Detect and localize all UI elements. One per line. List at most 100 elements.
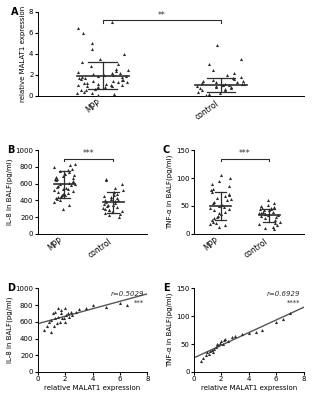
Point	[56, 314, 61, 320]
Point	[216, 178, 221, 184]
Point	[70, 174, 75, 181]
Point	[259, 210, 264, 216]
Point	[42, 327, 47, 333]
Point	[96, 81, 101, 88]
Point	[81, 80, 86, 86]
Point	[53, 308, 58, 315]
Point	[210, 200, 215, 206]
Point	[113, 198, 118, 204]
Point	[224, 197, 229, 204]
Point	[121, 51, 126, 57]
Y-axis label: IL-8 in BALF(pg/ml): IL-8 in BALF(pg/ml)	[6, 159, 13, 225]
Point	[56, 305, 61, 312]
Point	[52, 323, 57, 329]
Point	[215, 214, 220, 220]
Point	[83, 75, 88, 81]
Point	[262, 210, 267, 217]
Point	[85, 80, 90, 86]
Point	[214, 220, 219, 226]
Point	[54, 320, 59, 327]
Point	[267, 207, 272, 213]
Point	[75, 68, 80, 75]
Point	[120, 208, 125, 214]
Point	[51, 199, 56, 205]
Y-axis label: relative MALAT1 expression: relative MALAT1 expression	[20, 6, 26, 102]
Point	[227, 82, 232, 88]
Point	[241, 81, 246, 88]
Point	[220, 82, 225, 88]
Point	[120, 77, 125, 83]
Point	[121, 77, 126, 83]
Point	[105, 203, 110, 210]
Point	[113, 65, 118, 72]
Point	[266, 212, 271, 219]
Point	[70, 188, 75, 194]
Point	[76, 75, 81, 81]
Point	[219, 172, 224, 178]
Point	[60, 192, 65, 198]
Point	[222, 87, 227, 94]
Point	[212, 199, 217, 205]
Point	[76, 306, 81, 312]
Point	[217, 340, 222, 346]
Point	[90, 302, 95, 308]
Text: r=0.6929: r=0.6929	[267, 291, 300, 297]
Point	[216, 203, 221, 209]
Point	[216, 224, 221, 230]
Point	[221, 336, 226, 343]
Point	[234, 79, 239, 85]
Point	[110, 201, 115, 208]
Point	[210, 66, 215, 73]
Point	[96, 73, 101, 79]
Point	[109, 196, 114, 202]
Point	[79, 74, 84, 80]
Point	[203, 92, 208, 98]
Point	[46, 318, 51, 325]
Point	[109, 194, 114, 200]
Point	[206, 351, 211, 357]
Point	[53, 177, 58, 184]
Point	[70, 179, 75, 185]
Point	[257, 210, 262, 216]
Point	[272, 217, 277, 223]
Point	[223, 86, 228, 93]
Point	[89, 40, 94, 46]
Point	[101, 193, 106, 199]
Point	[211, 215, 216, 222]
Point	[115, 195, 120, 201]
Text: **: **	[158, 10, 166, 20]
Point	[269, 204, 274, 211]
Point	[230, 75, 235, 81]
Point	[55, 194, 60, 200]
Point	[53, 174, 58, 180]
Point	[85, 83, 90, 90]
Point	[113, 185, 118, 191]
Point	[103, 199, 108, 205]
Point	[117, 300, 122, 306]
Point	[231, 70, 236, 76]
Point	[63, 170, 68, 177]
Point	[287, 310, 292, 316]
Point	[121, 187, 126, 194]
Text: ***: ***	[83, 149, 95, 158]
Point	[200, 80, 205, 86]
Point	[102, 210, 107, 216]
Point	[219, 211, 224, 218]
Point	[90, 78, 95, 84]
Point	[72, 172, 77, 178]
Point	[54, 184, 59, 190]
Point	[110, 72, 115, 78]
Point	[241, 78, 246, 84]
Point	[58, 168, 63, 174]
Point	[79, 87, 84, 94]
Point	[199, 80, 204, 86]
X-axis label: relative MALAT1 expression: relative MALAT1 expression	[44, 385, 141, 391]
Point	[84, 87, 89, 94]
Point	[272, 220, 277, 226]
Point	[257, 206, 262, 212]
Point	[110, 19, 115, 26]
Point	[66, 180, 71, 186]
Point	[226, 206, 231, 212]
Point	[124, 302, 129, 308]
Point	[72, 160, 77, 167]
